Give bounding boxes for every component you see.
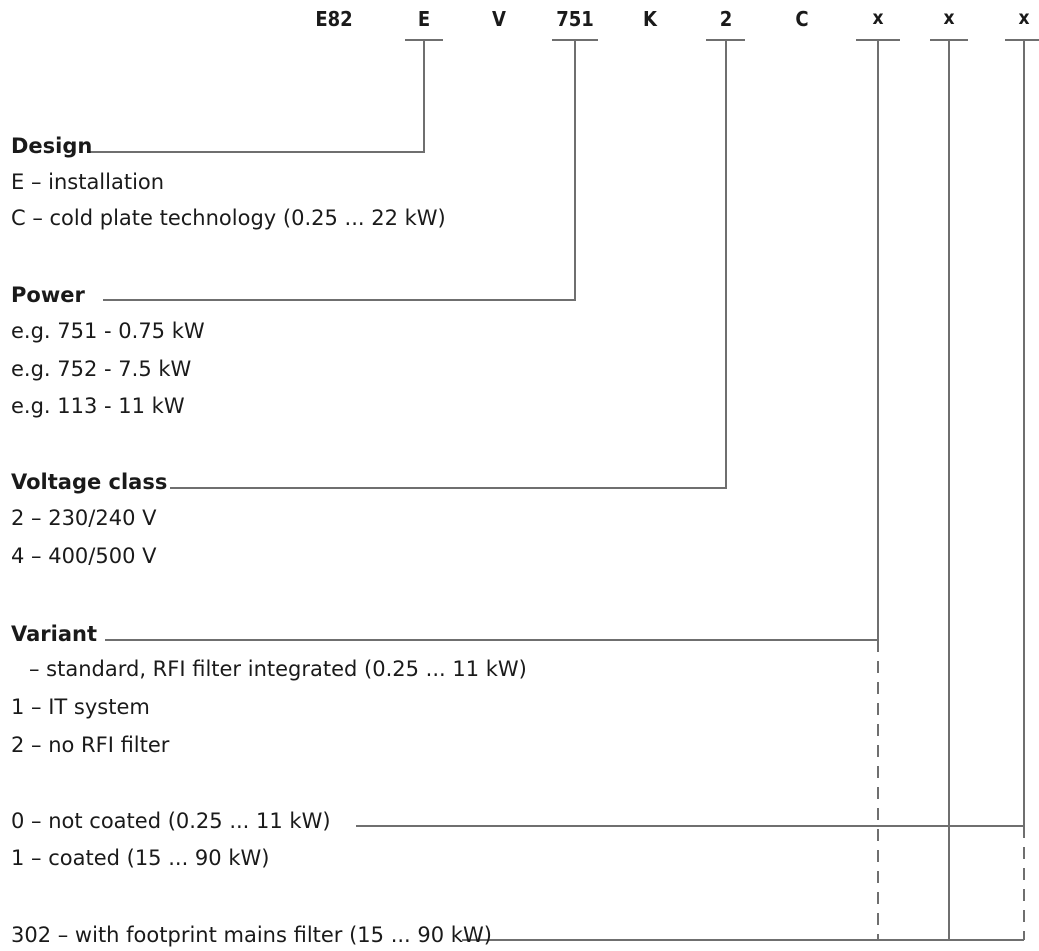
coating-option: 0 – not coated (0.25 ... 11 kW) (11, 809, 331, 833)
power-option: e.g. 113 - 11 kW (11, 394, 185, 418)
connector-variant (105, 40, 879, 641)
code-segment-coating-x: x (1018, 7, 1030, 29)
code-segment-c: C (795, 7, 809, 31)
connector-voltage (170, 40, 727, 489)
connector-design (90, 40, 425, 153)
variant-option: 2 – no RFI filter (11, 733, 170, 757)
power-option: e.g. 752 - 7.5 kW (11, 357, 192, 381)
code-segment-filter-x: x (943, 7, 955, 29)
design-heading: Design (11, 134, 93, 158)
voltage-class-heading: Voltage class (11, 470, 168, 494)
power-option: e.g. 751 - 0.75 kW (11, 319, 205, 343)
connector-filter (462, 40, 950, 941)
code-segment-v: V (492, 7, 506, 31)
code-segment-e82: E82 (315, 7, 353, 31)
connector-coating (356, 40, 1025, 827)
voltage-option: 2 – 230/240 V (11, 506, 157, 530)
code-segment-power: 751 (556, 7, 594, 31)
connector-power (103, 40, 576, 301)
filter-option: 302 – with footprint mains filter (15 ..… (11, 923, 492, 947)
design-option: C – cold plate technology (0.25 ... 22 k… (11, 206, 446, 230)
variant-heading: Variant (11, 622, 97, 646)
code-segment-variant-x: x (872, 7, 884, 29)
power-heading: Power (11, 283, 85, 307)
voltage-option: 4 – 400/500 V (11, 544, 157, 568)
coating-option: 1 – coated (15 ... 90 kW) (11, 846, 270, 870)
variant-option: 1 – IT system (11, 695, 150, 719)
code-segment-voltage: 2 (719, 7, 733, 31)
code-segment-k: K (643, 7, 657, 31)
variant-option: – standard, RFI filter integrated (0.25 … (29, 657, 527, 681)
code-segment-design: E (417, 7, 431, 31)
design-option: E – installation (11, 170, 165, 194)
